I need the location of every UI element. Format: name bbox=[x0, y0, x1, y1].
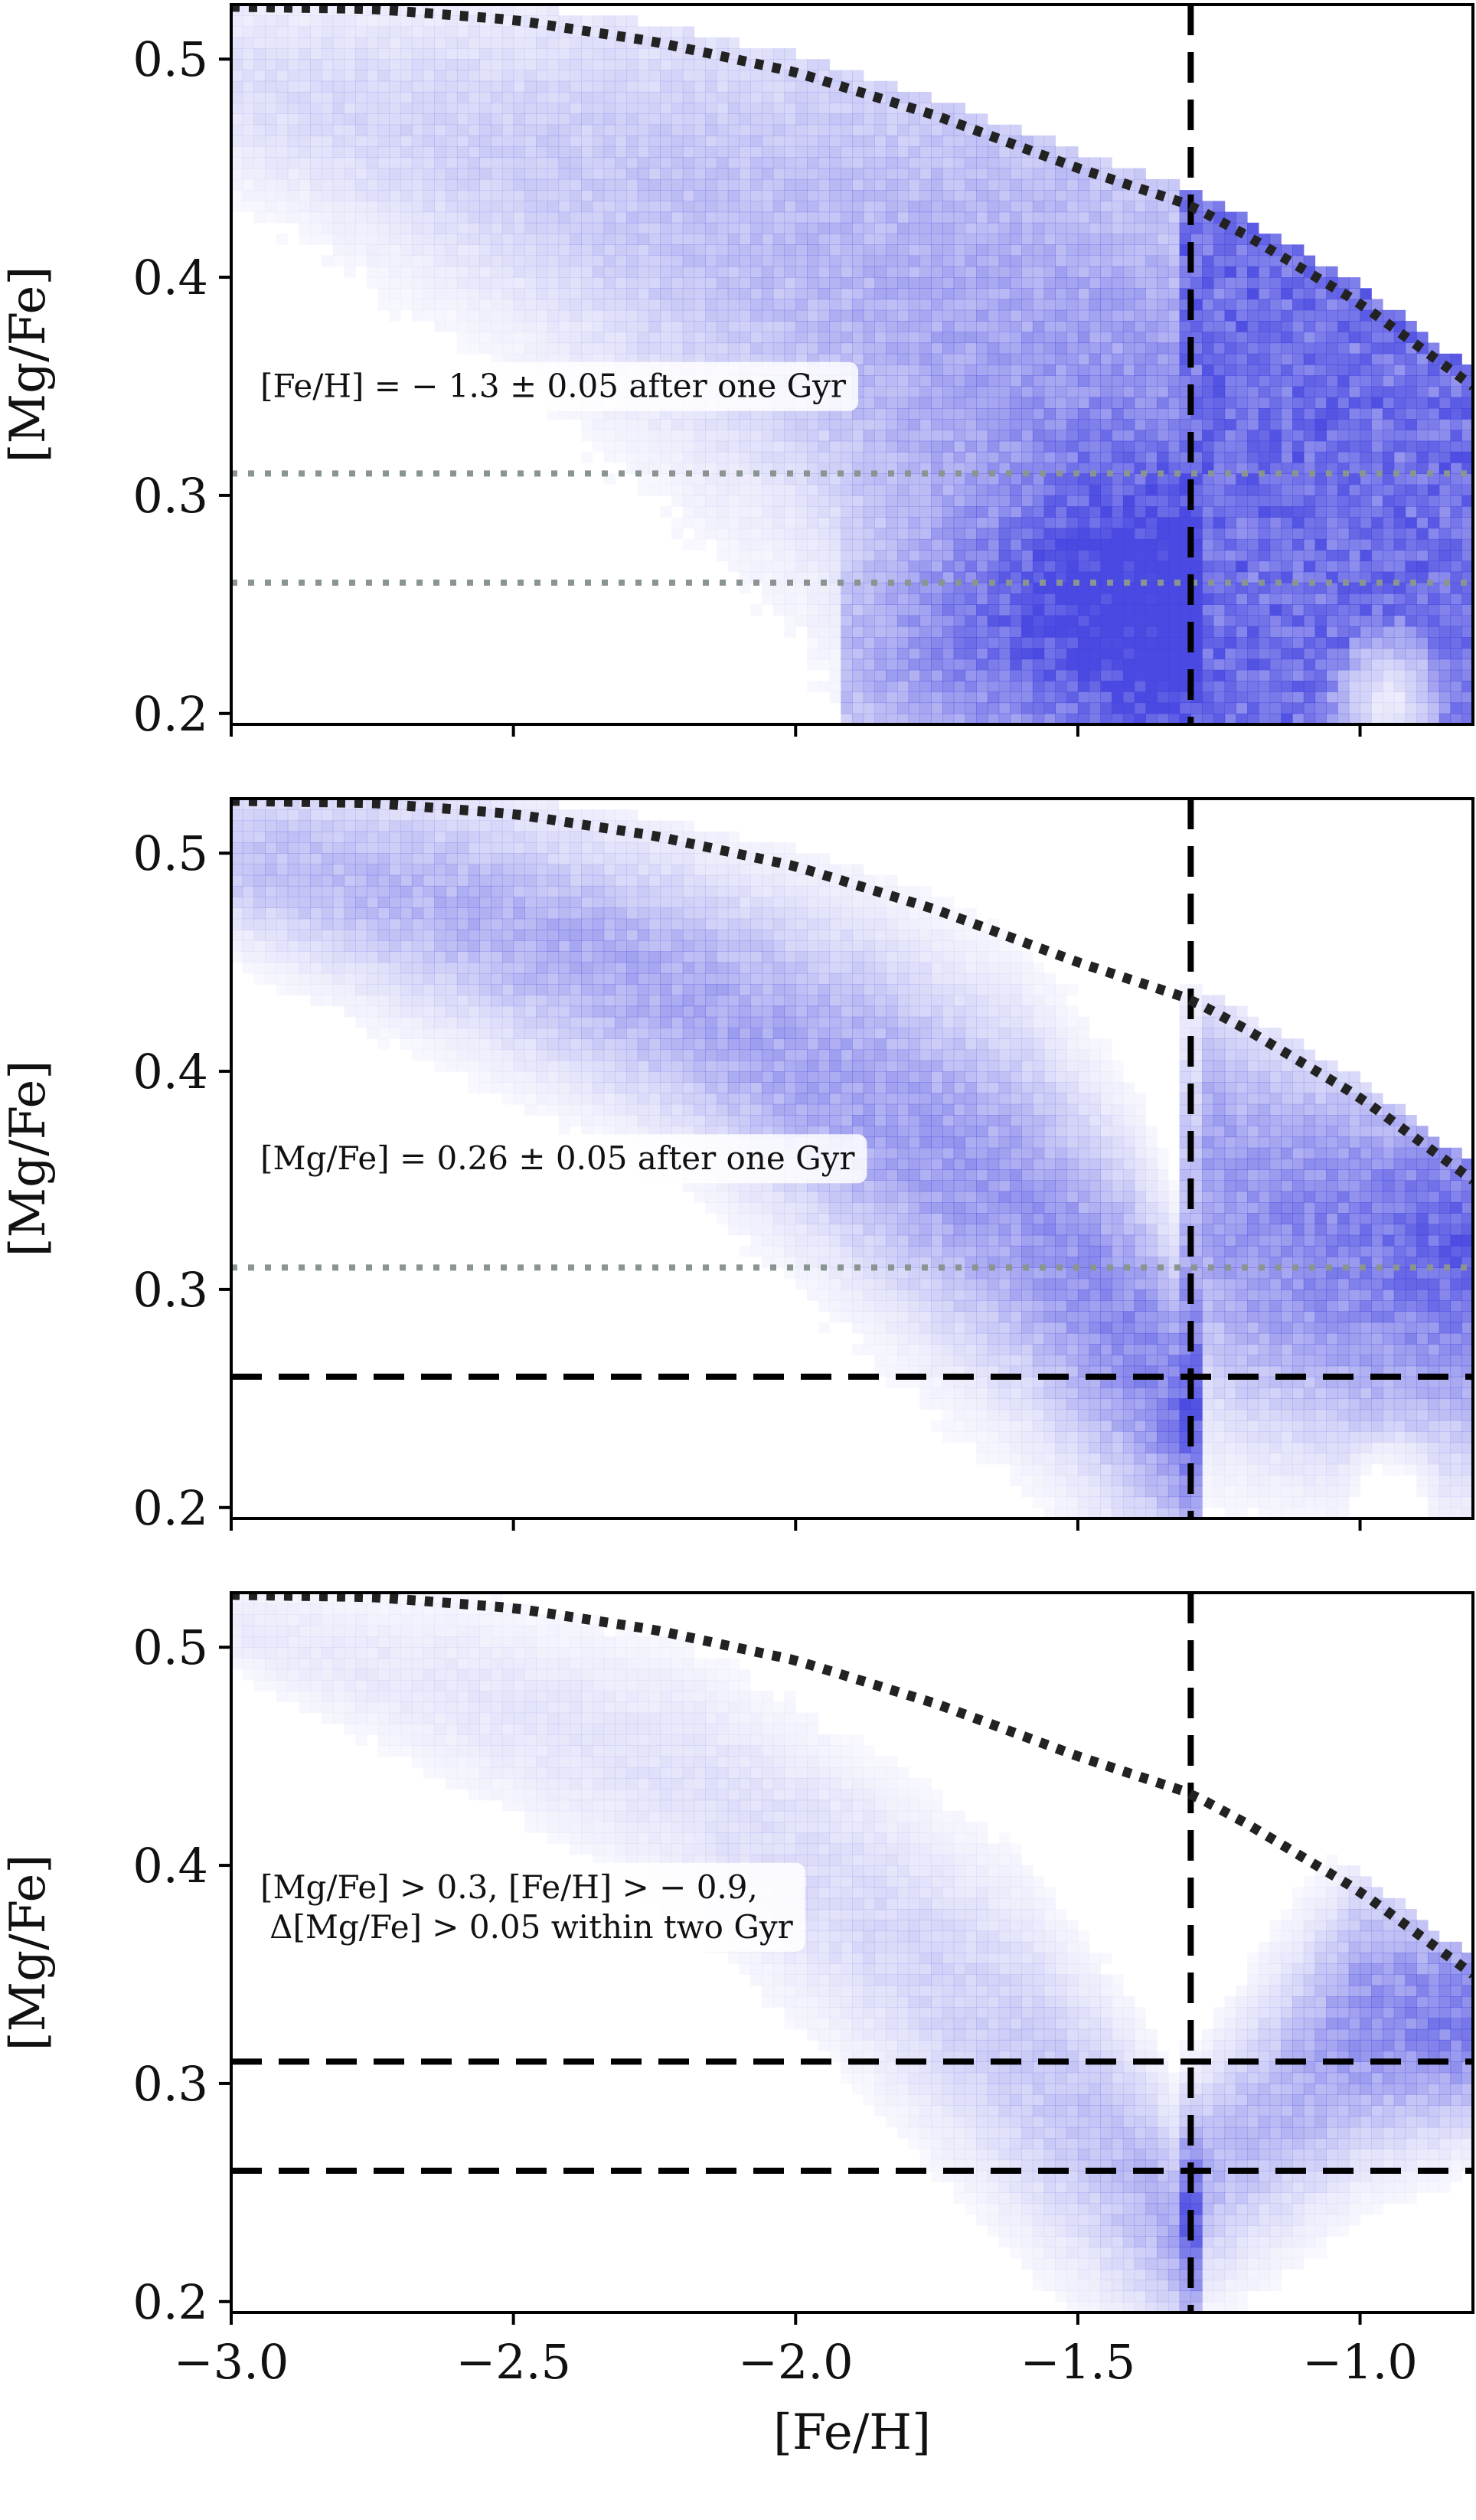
y-tick-label: 0.4 bbox=[132, 250, 208, 306]
y-tick-label: 0.3 bbox=[132, 1262, 208, 1318]
density-heatmap bbox=[231, 5, 1473, 724]
y-tick-label: 0.5 bbox=[132, 31, 208, 87]
x-tick-label: −3.0 bbox=[174, 2334, 289, 2390]
annotation-text: [Fe/H] = − 1.3 ± 0.05 after one Gyr bbox=[260, 368, 847, 405]
panel-3: [Mg/Fe] > 0.3, [Fe/H] > − 0.9,Δ[Mg/Fe] >… bbox=[0, 1591, 1474, 2461]
y-tick-label: 0.5 bbox=[132, 1620, 208, 1675]
x-tick-label: −2.5 bbox=[456, 2334, 571, 2390]
plot-frame bbox=[230, 3, 1474, 726]
x-tick-label: −2.0 bbox=[738, 2334, 854, 2390]
y-tick-label: 0.4 bbox=[132, 1044, 208, 1100]
plot-frame bbox=[230, 1591, 1474, 2314]
y-tick-label: 0.2 bbox=[132, 2274, 208, 2330]
panel-2: [Mg/Fe] = 0.26 ± 0.05 after one Gyr 0.2 0.… bbox=[0, 797, 1474, 1536]
x-tick-label: −1.0 bbox=[1302, 2334, 1418, 2390]
y-axis-label: [Mg/Fe] bbox=[0, 266, 57, 463]
density-heatmap bbox=[231, 1593, 1473, 2312]
density-heatmap bbox=[231, 799, 1473, 1518]
y-axis-label: [Mg/Fe] bbox=[0, 1061, 57, 1257]
panel-1: [Fe/H] = − 1.3 ± 0.05 after one Gyr 0.2 0.… bbox=[0, 3, 1474, 742]
y-tick-label: 0.3 bbox=[132, 468, 208, 524]
annotation-text: Δ[Mg/Fe] > 0.05 within two Gyr bbox=[269, 1908, 793, 1946]
y-tick-label: 0.5 bbox=[132, 825, 208, 881]
y-axis-label: [Mg/Fe] bbox=[0, 1855, 57, 2051]
x-axis-label: [Fe/H] bbox=[773, 2404, 931, 2461]
annotation: [Mg/Fe] = 0.26 ± 0.05 after one Gyr bbox=[248, 1134, 867, 1184]
annotation-text: [Mg/Fe] = 0.26 ± 0.05 after one Gyr bbox=[260, 1139, 855, 1177]
annotation-text: [Mg/Fe] > 0.3, [Fe/H] > − 0.9, bbox=[260, 1868, 758, 1906]
x-tick-label: −1.5 bbox=[1020, 2334, 1136, 2390]
y-tick-label: 0.2 bbox=[132, 686, 208, 742]
annotation: [Fe/H] = − 1.3 ± 0.05 after one Gyr bbox=[248, 361, 859, 411]
y-tick-label: 0.2 bbox=[132, 1480, 208, 1536]
plot-frame bbox=[230, 797, 1474, 1520]
y-tick-label: 0.3 bbox=[132, 2056, 208, 2112]
y-tick-label: 0.4 bbox=[132, 1838, 208, 1894]
annotation: [Mg/Fe] > 0.3, [Fe/H] > − 0.9,Δ[Mg/Fe] >… bbox=[248, 1862, 805, 1952]
